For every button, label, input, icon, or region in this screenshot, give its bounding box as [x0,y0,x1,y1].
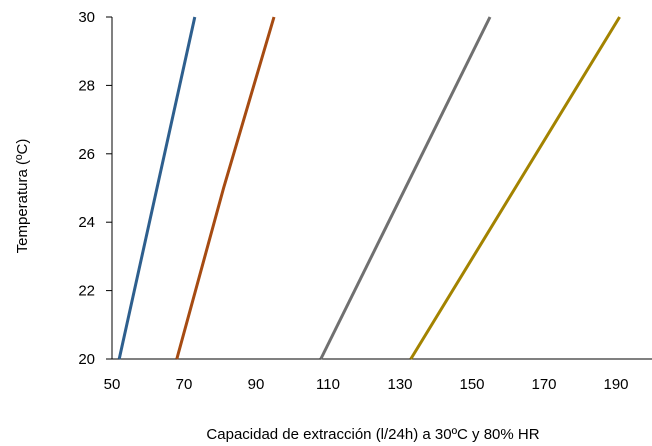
series-line-1 [117,16,197,360]
y-tick-label: 20 [78,351,95,368]
y-tick-label: 24 [78,214,95,231]
series-line-4 [409,16,621,360]
x-tick-labels: 50 70 90 110 130 150 170 190 [104,376,629,393]
x-axis-title: Capacidad de extracción (l/24h) a 30ºC y… [206,426,539,443]
series-line-2 [175,16,276,360]
x-tick-label: 150 [459,376,484,393]
x-tick-label: 190 [603,376,628,393]
series-layer [117,16,621,360]
x-tick-label: 50 [104,376,121,393]
y-tick-label: 22 [78,283,95,300]
x-tick-label: 110 [316,376,340,393]
series-line-3 [319,16,492,360]
y-tick-label: 26 [78,146,95,163]
y-axis-title: Temperatura (ºC) [14,139,31,254]
y-tick-labels: 20 22 24 26 28 30 [78,9,112,368]
x-tick-label: 70 [176,376,193,393]
plot-area [111,16,652,360]
y-tick-label: 28 [78,77,95,94]
y-tick-label: 30 [78,9,95,26]
x-tick-label: 130 [387,376,412,393]
x-tick-label: 90 [248,376,265,393]
x-tick-label: 170 [531,376,556,393]
